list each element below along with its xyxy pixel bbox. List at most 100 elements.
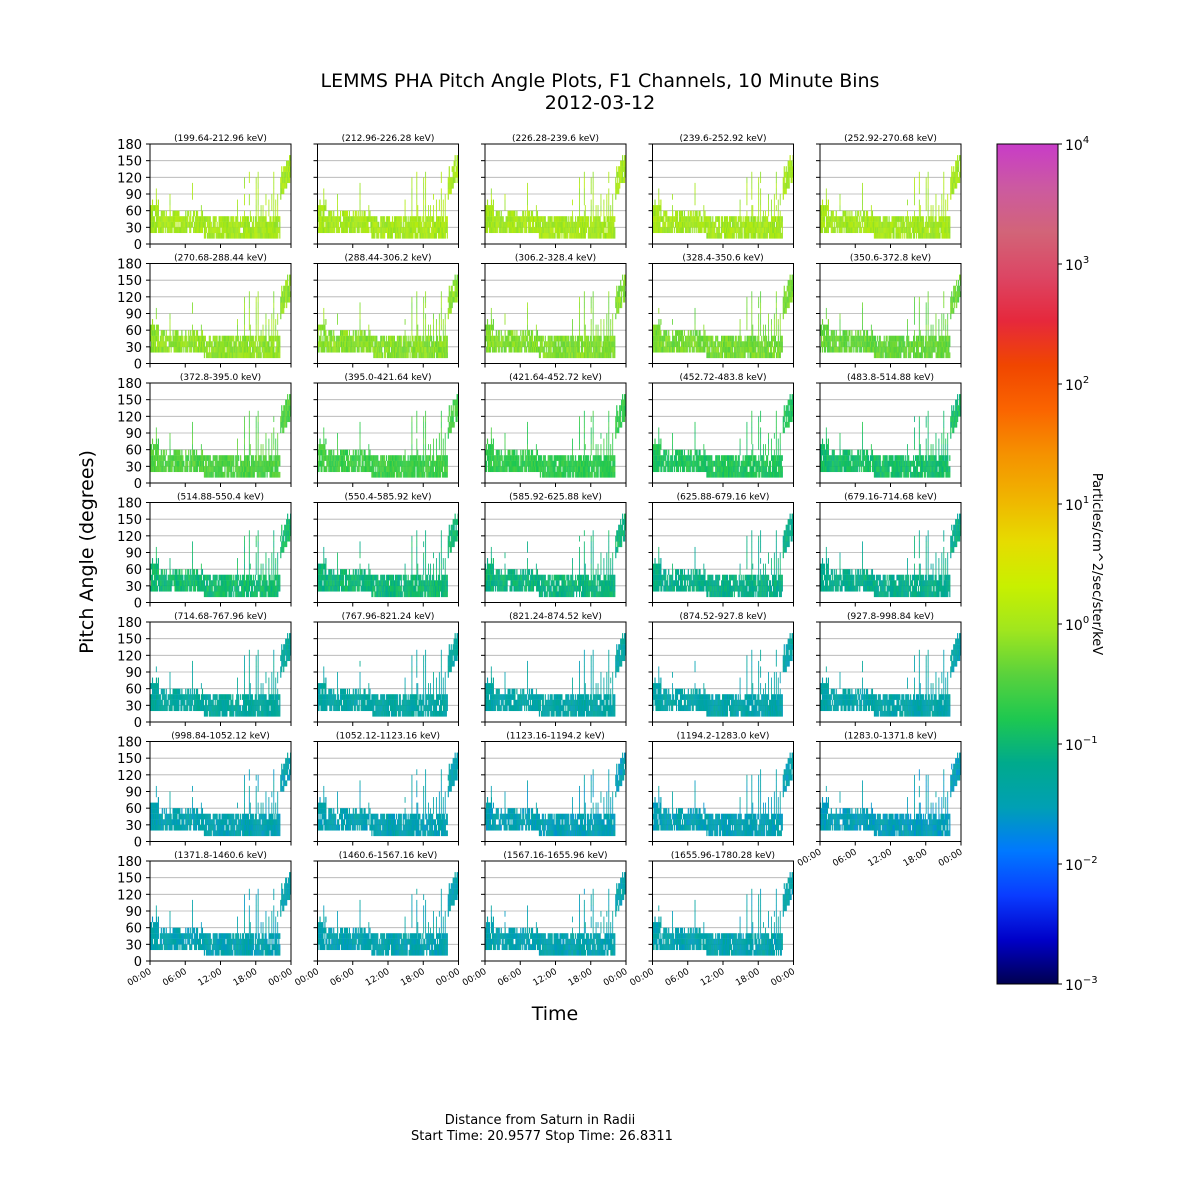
heatmap-cell <box>184 341 186 347</box>
heatmap-cell <box>862 205 863 211</box>
heatmap-cell <box>841 221 843 228</box>
heatmap-cell <box>169 221 171 228</box>
heatmap-cell <box>516 330 518 336</box>
heatmap-cell <box>927 188 929 195</box>
heatmap-cell <box>260 210 262 217</box>
heatmap-cell <box>324 330 326 336</box>
heatmap-cell <box>608 346 610 353</box>
heatmap-cell <box>539 216 541 222</box>
heatmap-cell <box>886 227 888 234</box>
heatmap-cell <box>574 341 576 347</box>
heatmap-cell <box>236 216 238 222</box>
heatmap-cell <box>444 341 446 347</box>
heatmap-cell <box>212 335 214 342</box>
heatmap-cell <box>380 216 382 222</box>
heatmap-cell <box>934 216 936 222</box>
heatmap-cell <box>212 227 214 234</box>
heatmap-cell <box>525 330 527 336</box>
heatmap-cell <box>454 296 456 303</box>
heatmap-cell <box>951 182 953 189</box>
heatmap-cell <box>350 216 352 222</box>
heatmap-cell <box>609 335 611 342</box>
heatmap-cell <box>717 227 719 234</box>
heatmap-cell <box>676 221 678 228</box>
heatmap-cell <box>286 280 288 286</box>
heatmap-cell <box>445 346 447 353</box>
heatmap-cell <box>751 210 753 217</box>
heatmap-cell <box>877 227 879 234</box>
heatmap-cell <box>652 210 654 217</box>
heatmap-cell <box>365 346 367 353</box>
heatmap-cell <box>430 352 432 359</box>
heatmap-cell <box>433 341 435 347</box>
heatmap-cell <box>198 341 201 347</box>
heatmap-cell <box>947 205 949 211</box>
heatmap-cell <box>408 341 410 347</box>
panel-title: (239.6-252.92 keV) <box>680 134 767 144</box>
heatmap-cell <box>765 232 767 239</box>
heatmap-cell <box>325 341 327 347</box>
heatmap-cell <box>686 216 688 222</box>
heatmap-cell <box>321 341 323 347</box>
heatmap-cell <box>757 227 759 234</box>
heatmap-cell <box>768 205 769 211</box>
heatmap-cell <box>213 352 215 359</box>
heatmap-cell <box>934 232 936 239</box>
heatmap-cell <box>506 335 508 342</box>
heatmap-cell <box>236 221 238 228</box>
heatmap-cell <box>162 341 164 347</box>
heatmap-cell <box>553 352 555 359</box>
heatmap-cell <box>672 194 673 200</box>
heatmap-cell <box>949 227 951 234</box>
heatmap-cell <box>242 346 244 353</box>
heatmap-cell <box>734 221 736 228</box>
heatmap-cell <box>873 221 875 228</box>
heatmap-cell <box>950 194 952 200</box>
heatmap-cell <box>855 227 857 234</box>
heatmap-cell <box>348 346 350 353</box>
heatmap-cell <box>608 177 610 184</box>
heatmap-cell <box>273 232 275 239</box>
heatmap-cell <box>266 352 268 359</box>
heatmap-cell <box>248 227 251 234</box>
heatmap-cell <box>411 232 413 239</box>
heatmap-cell <box>429 335 431 342</box>
heatmap-cell <box>269 352 271 359</box>
heatmap-cell <box>608 199 610 206</box>
heatmap-cell <box>658 210 660 217</box>
heatmap-cell <box>423 307 425 314</box>
heatmap-cell <box>248 296 250 303</box>
heatmap-cell <box>271 199 273 206</box>
heatmap-cell <box>513 210 515 217</box>
heatmap-cell <box>533 216 536 222</box>
heatmap-cell <box>287 171 289 178</box>
heatmap-cell <box>736 221 738 228</box>
heatmap-cell <box>522 227 524 234</box>
heatmap-cell <box>320 346 322 353</box>
heatmap-cell <box>878 221 880 228</box>
heatmap-cell <box>515 346 517 353</box>
heatmap-cell <box>399 232 401 239</box>
heatmap-cell <box>748 221 750 228</box>
heatmap-cell <box>265 194 267 200</box>
heatmap-cell <box>428 205 429 211</box>
heatmap-cell <box>519 221 521 228</box>
heatmap-cell <box>439 352 442 359</box>
heatmap-cell <box>454 285 456 292</box>
heatmap-cell <box>242 216 244 222</box>
heatmap-cell <box>873 216 875 222</box>
heatmap-cell <box>343 330 346 336</box>
heatmap-cell <box>674 227 676 234</box>
heatmap-cell <box>702 221 704 228</box>
heatmap-cell <box>192 182 193 189</box>
heatmap-cell <box>585 352 587 359</box>
heatmap-cell <box>163 221 165 228</box>
heatmap-cell <box>730 216 732 222</box>
heatmap-cell <box>943 171 945 178</box>
heatmap-cell <box>685 221 687 228</box>
heatmap-cell <box>152 221 155 228</box>
heatmap-cell <box>372 341 374 347</box>
heatmap-cell <box>517 341 519 347</box>
heatmap-cell <box>374 341 376 347</box>
heatmap-cell <box>623 177 625 184</box>
